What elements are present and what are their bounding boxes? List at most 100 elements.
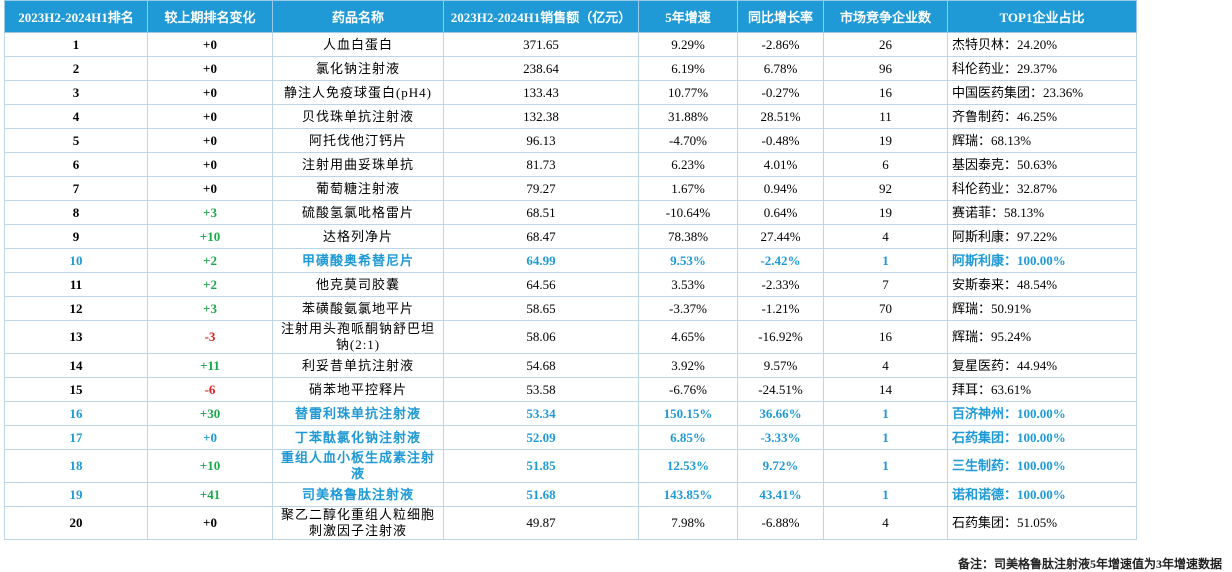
table-row: 10 +2 甲磺酸奥希替尼片 64.99 9.53% -2.42% 1 阿斯利康：100.00… (4, 248, 1137, 273)
table-cell: 安斯泰来：48.54% (947, 272, 1137, 297)
table-cell: 1 (4, 32, 148, 57)
table-cell: 百济神州：100.00% (947, 401, 1137, 426)
table-cell: -0.48% (737, 128, 824, 153)
table-cell: +2 (147, 248, 273, 273)
table-cell: 92 (823, 176, 948, 201)
table-cell: 19 (823, 200, 948, 225)
table-cell: +0 (147, 176, 273, 201)
table-cell: 硫酸氢氯吡格雷片 (272, 200, 444, 225)
table-cell: 阿斯利康：97.22% (947, 224, 1137, 249)
header-cell: 市场竞争企业数 (823, 0, 948, 33)
table-cell: 6 (823, 152, 948, 177)
table-cell: 49.87 (443, 506, 639, 540)
table-cell: 16 (4, 401, 148, 426)
table-cell: 拜耳：63.61% (947, 377, 1137, 402)
table-row: 9 +10 达格列净片 68.47 78.38% 27.44% 4 阿斯利康：97.22% (4, 224, 1137, 249)
table-cell: 4.65% (638, 320, 738, 354)
table-cell: 聚乙二醇化重组人粒细胞刺激因子注射液 (272, 506, 444, 540)
table-row: 2 +0 氯化钠注射液 238.64 6.19% 6.78% 96 科伦药业：29.37% (4, 56, 1137, 81)
table-cell: 三生制药：100.00% (947, 449, 1137, 483)
table-row: 11 +2 他克莫司胶囊 64.56 3.53% -2.33% 7 安斯泰来：48.54% (4, 272, 1137, 297)
table-cell: 7 (4, 176, 148, 201)
table-cell: +0 (147, 152, 273, 177)
table-cell: 辉瑞：95.24% (947, 320, 1137, 354)
table-cell: 诺和诺德：100.00% (947, 482, 1137, 507)
table-cell: 达格列净片 (272, 224, 444, 249)
table-cell: 19 (823, 128, 948, 153)
table-cell: +0 (147, 128, 273, 153)
table-cell: 1 (823, 482, 948, 507)
table-cell: +11 (147, 353, 273, 378)
table-cell: 1 (823, 449, 948, 483)
table-cell: 丁苯酞氯化钠注射液 (272, 425, 444, 450)
table-cell: 赛诺菲：58.13% (947, 200, 1137, 225)
table-cell: 1.67% (638, 176, 738, 201)
table-cell: -2.86% (737, 32, 824, 57)
table-cell: -2.33% (737, 272, 824, 297)
table-cell: +10 (147, 449, 273, 483)
table-cell: 氯化钠注射液 (272, 56, 444, 81)
table-cell: 9.53% (638, 248, 738, 273)
table-cell: 辉瑞：68.13% (947, 128, 1137, 153)
table-cell: 静注人免疫球蛋白(pH4) (272, 80, 444, 105)
table-cell: +0 (147, 56, 273, 81)
table-cell: 基因泰克：50.63% (947, 152, 1137, 177)
table-cell: 阿斯利康：100.00% (947, 248, 1137, 273)
table-cell: 中国医药集团：23.36% (947, 80, 1137, 105)
table-cell: 7.98% (638, 506, 738, 540)
table-cell: 10.77% (638, 80, 738, 105)
table-cell: 12.53% (638, 449, 738, 483)
table-cell: 4 (4, 104, 148, 129)
table-cell: 甲磺酸奥希替尼片 (272, 248, 444, 273)
table-cell: 齐鲁制药：46.25% (947, 104, 1137, 129)
table-cell: 78.38% (638, 224, 738, 249)
table-cell: 3.92% (638, 353, 738, 378)
table-cell: 68.47 (443, 224, 639, 249)
table-cell: 13 (4, 320, 148, 354)
table-cell: 133.43 (443, 80, 639, 105)
table-cell: 司美格鲁肽注射液 (272, 482, 444, 507)
header-cell: 2023H2-2024H1销售额（亿元） (443, 0, 639, 33)
table-cell: 6.85% (638, 425, 738, 450)
table-cell: 科伦药业：29.37% (947, 56, 1137, 81)
table-cell: 阿托伐他汀钙片 (272, 128, 444, 153)
table-cell: 3.53% (638, 272, 738, 297)
table-cell: 20 (4, 506, 148, 540)
table-cell: 0.94% (737, 176, 824, 201)
table-cell: +3 (147, 296, 273, 321)
table-cell: -24.51% (737, 377, 824, 402)
table-cell: 96 (823, 56, 948, 81)
table-cell: 26 (823, 32, 948, 57)
header-cell: 药品名称 (272, 0, 444, 33)
table-cell: 石药集团：100.00% (947, 425, 1137, 450)
table-cell: 苯磺酸氨氯地平片 (272, 296, 444, 321)
table-cell: 53.58 (443, 377, 639, 402)
table-cell: 杰特贝林：24.20% (947, 32, 1137, 57)
ranking-table: 2023H2-2024H1排名 较上期排名变化 药品名称 2023H2-2024H1销… (4, 0, 1137, 540)
table-cell: 4.01% (737, 152, 824, 177)
header-cell: TOP1企业占比 (947, 0, 1137, 33)
header-cell: 较上期排名变化 (147, 0, 273, 33)
table-cell: 注射用头孢哌酮钠舒巴坦钠(2:1) (272, 320, 444, 354)
table-cell: 371.65 (443, 32, 639, 57)
header-cell: 5年增速 (638, 0, 738, 33)
table-cell: 11 (4, 272, 148, 297)
table-cell: 1 (823, 425, 948, 450)
table-cell: 4 (823, 353, 948, 378)
table-cell: -1.21% (737, 296, 824, 321)
table-row: 19 +41 司美格鲁肽注射液 51.68 143.85% 43.41% 1 诺和诺德：100… (4, 482, 1137, 507)
table-cell: 硝苯地平控释片 (272, 377, 444, 402)
table-row: 20 +0 聚乙二醇化重组人粒细胞刺激因子注射液 49.87 7.98% -6.88% 4 石… (4, 506, 1137, 540)
table-cell: 6.19% (638, 56, 738, 81)
table-cell: 238.64 (443, 56, 639, 81)
table-cell: 18 (4, 449, 148, 483)
table-cell: 注射用曲妥珠单抗 (272, 152, 444, 177)
table-cell: 9 (4, 224, 148, 249)
table-cell: 1 (823, 248, 948, 273)
table-cell: +0 (147, 506, 273, 540)
table-cell: 14 (823, 377, 948, 402)
table-cell: -6.76% (638, 377, 738, 402)
table-cell: 58.06 (443, 320, 639, 354)
table-cell: 17 (4, 425, 148, 450)
table-row: 6 +0 注射用曲妥珠单抗 81.73 6.23% 4.01% 6 基因泰克：50.63% (4, 152, 1137, 177)
